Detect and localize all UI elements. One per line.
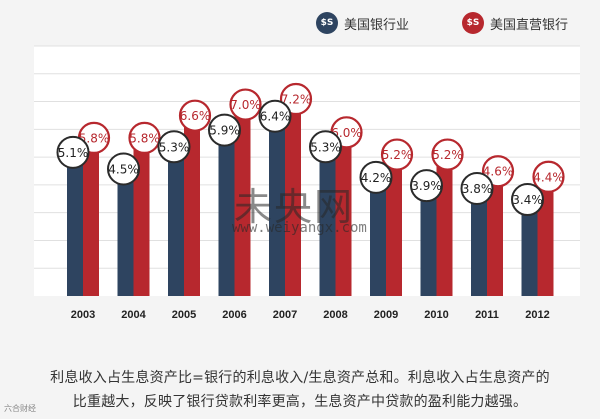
bar-boa [269,118,285,296]
label-bubble-boa [157,130,191,164]
data-label-wf: 7.2% [281,93,312,107]
caption-line-1: 利息收入占生息资产比=银行的利息收入/生息资产总和。利息收入占生息资产的 [50,370,550,386]
bar-boa [420,187,437,296]
label-bubble-wf [532,160,565,193]
data-label-boa: 3.4% [512,193,543,207]
bar-boa [67,154,83,296]
label-bubble-boa [309,130,342,164]
data-label-wf: 6.0% [331,126,362,140]
x-tick-label: 2010 [424,309,448,321]
wf-logo-icon: $S [462,12,484,34]
bar-wf [285,96,301,296]
chart-caption: 利息收入占生息资产比=银行的利息收入/生息资产总和。利息收入占生息资产的 比重越… [0,366,600,414]
bar-wf [83,134,99,296]
x-tick-label: 2004 [121,309,146,321]
label-bubble-wf [178,99,212,132]
label-bubble-boa [208,113,241,147]
bar-boa [471,190,487,296]
bar-wf [386,151,402,296]
legend-wf-label: 美国直营银行 [490,17,569,33]
bar-boa [117,171,134,296]
label-bubble-boa [410,169,443,203]
bar-boa [218,132,235,296]
bar-boa [319,148,336,296]
data-label-boa: 3.9% [411,179,442,193]
bar-boa [370,179,386,296]
legend-boa-label: 美国银行业 [344,17,410,33]
x-tick-label: 2012 [525,309,549,321]
data-label-boa: 5.3% [159,140,190,154]
data-label-boa: 5.9% [209,124,240,138]
label-bubble-boa [107,152,140,186]
label-bubble-wf [431,138,464,171]
data-label-wf: 4.4% [533,170,564,184]
data-label-boa: 5.1% [58,146,89,160]
image-credit: 六合财经 [4,404,36,413]
bar-boa [521,201,538,296]
x-tick-label: 2006 [222,309,246,321]
x-tick-label: 2011 [475,309,499,321]
data-label-wf: 7.0% [230,98,261,112]
caption-line-2: 比重越大，反映了银行贷款利率更高，生息资产中贷款的盈利能力越强。 [72,394,528,410]
x-tick-label: 2003 [71,309,95,321]
boa-logo-icon: $S [316,12,338,34]
legend-boa: $S 美国银行业 [316,12,409,34]
label-bubble-boa [359,160,393,194]
label-bubble-boa [56,135,90,169]
data-label-wf: 5.8% [129,131,160,145]
label-bubble-wf [229,88,262,121]
label-bubble-wf [279,82,313,116]
x-tick-label: 2009 [374,309,398,321]
data-label-wf: 5.8% [79,131,110,145]
label-bubble-boa [460,171,494,205]
data-label-wf: 5.2% [382,148,413,162]
label-bubble-boa [258,99,292,133]
x-tick-label: 2008 [323,309,347,321]
data-label-wf: 6.6% [180,109,211,123]
label-bubble-wf [128,121,161,154]
bar-wf [184,112,200,297]
label-bubble-wf [481,155,515,188]
data-label-boa: 3.8% [462,182,493,196]
label-bubble-boa [511,183,544,217]
bar-wf [335,129,352,296]
data-label-wf: 5.2% [432,148,463,162]
data-label-boa: 6.4% [260,110,291,124]
legend-wf: $S 美国直营银行 [462,12,568,34]
x-tick-label: 2005 [172,309,196,321]
bar-wf [436,151,453,296]
bar-boa [168,148,184,296]
data-label-wf: 4.6% [483,165,514,179]
data-label-boa: 4.2% [361,171,392,185]
data-label-boa: 5.3% [310,140,341,154]
label-bubble-wf [380,138,414,171]
bar-wf [234,101,251,296]
x-tick-label: 2007 [273,309,297,321]
bar-wf [487,168,503,296]
data-label-boa: 4.5% [108,163,139,177]
